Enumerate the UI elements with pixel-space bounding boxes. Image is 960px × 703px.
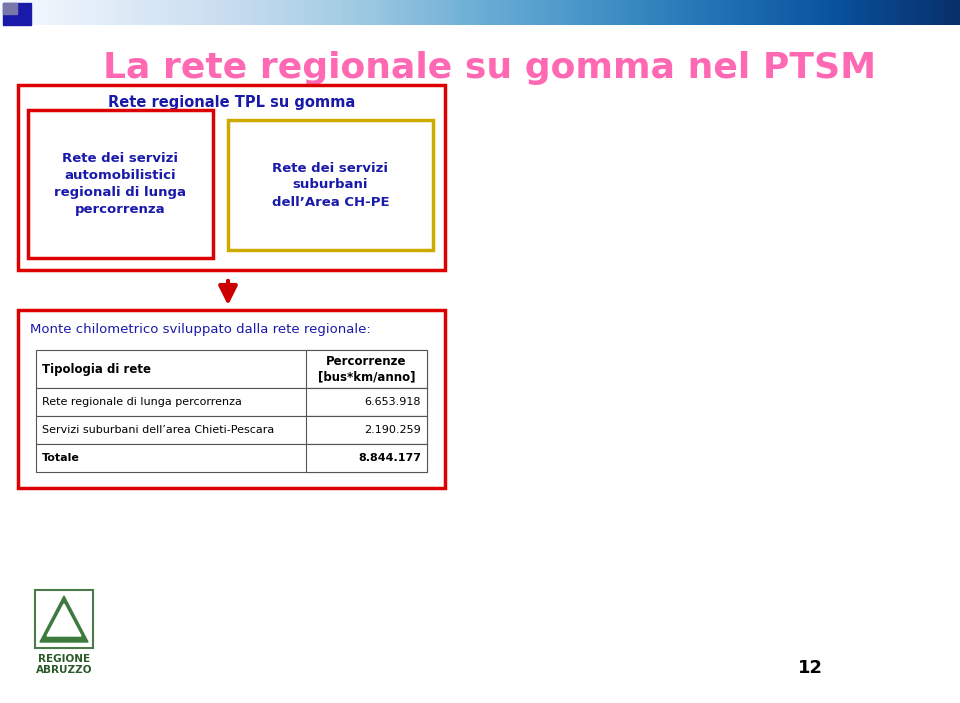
Bar <box>18 85 445 270</box>
Text: 12: 12 <box>798 659 823 677</box>
Text: Percorrenze
[bus*km/anno]: Percorrenze [bus*km/anno] <box>318 355 416 383</box>
Bar <box>306 350 427 388</box>
Text: Monte chilometrico sviluppato dalla rete regionale:: Monte chilometrico sviluppato dalla rete… <box>30 323 371 337</box>
Text: ABRUZZO: ABRUZZO <box>36 665 92 675</box>
Bar <box>18 310 445 488</box>
Text: Servizi suburbani dell’area Chieti-Pescara: Servizi suburbani dell’area Chieti-Pesca… <box>42 425 275 435</box>
Bar <box>36 350 427 388</box>
Bar <box>3 3 17 14</box>
Bar <box>35 590 93 648</box>
Text: Rete regionale TPL su gomma: Rete regionale TPL su gomma <box>108 96 355 110</box>
Bar <box>28 110 213 258</box>
Bar <box>306 388 427 416</box>
Text: Rete dei servizi
suburbani
dell’Area CH-PE: Rete dei servizi suburbani dell’Area CH-… <box>272 162 390 209</box>
Bar <box>306 416 427 444</box>
Text: 8.844.177: 8.844.177 <box>358 453 421 463</box>
Bar <box>36 444 427 472</box>
Polygon shape <box>40 596 88 642</box>
Text: Tipologia di rete: Tipologia di rete <box>42 363 151 375</box>
Bar <box>228 120 433 250</box>
Text: 6.653.918: 6.653.918 <box>365 397 421 407</box>
Text: La rete regionale su gomma nel PTSM: La rete regionale su gomma nel PTSM <box>104 51 876 85</box>
Bar <box>306 444 427 472</box>
Text: Totale: Totale <box>42 453 80 463</box>
Text: Rete regionale di lunga percorrenza: Rete regionale di lunga percorrenza <box>42 397 242 407</box>
Text: 2.190.259: 2.190.259 <box>364 425 421 435</box>
Bar <box>36 388 427 416</box>
Text: REGIONE: REGIONE <box>38 654 90 664</box>
Text: Rete dei servizi
automobilistici
regionali di lunga
percorrenza: Rete dei servizi automobilistici regiona… <box>55 152 186 216</box>
Bar <box>36 416 427 444</box>
Polygon shape <box>47 604 81 636</box>
Bar <box>3 3 31 25</box>
